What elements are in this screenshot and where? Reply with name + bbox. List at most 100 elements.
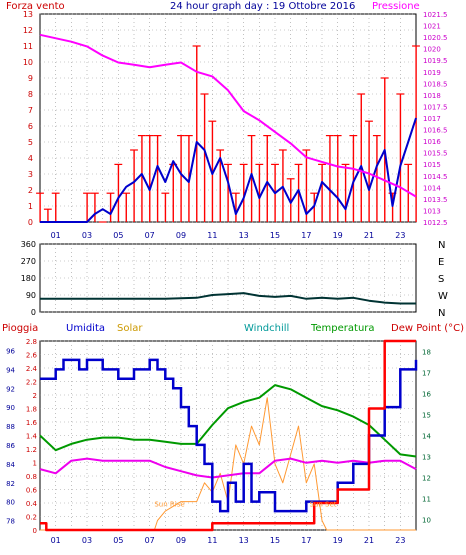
wind-bar (290, 178, 292, 222)
wind-bar (39, 193, 41, 222)
wind-bar (360, 94, 362, 222)
wind-y-tick: 11 (23, 42, 33, 51)
temp-y-tick: 13 (422, 454, 431, 462)
wind-bar (203, 94, 206, 222)
wind-bar (117, 164, 120, 222)
panel3-x-tick: 11 (207, 536, 217, 545)
wind-bar (149, 135, 151, 222)
humidity-y-tick: 96 (6, 347, 15, 355)
panel3-x-tick: 05 (113, 536, 123, 545)
panel1-x-tick: 17 (301, 231, 311, 240)
rain-y-tick: 2.4 (26, 365, 38, 373)
panel3-x-tick: 21 (364, 536, 374, 545)
wind-bar (329, 135, 331, 222)
rain-y-tick: 0 (33, 527, 37, 535)
wind-bar (376, 135, 378, 222)
panel1-x-tick: 09 (176, 231, 186, 240)
compass-tick: W (438, 291, 448, 302)
wind-bar (172, 164, 174, 222)
wind-y-tick: 13 (23, 10, 33, 19)
wind-bar (94, 193, 96, 222)
wind-bar (156, 135, 159, 222)
pressure-axis-label: Pressione (372, 1, 420, 12)
wind-bar (352, 135, 355, 222)
panel1-x-tick: 13 (239, 231, 249, 240)
pressure-y-tick: 1020 (423, 46, 441, 54)
humidity-y-tick: 84 (6, 461, 15, 469)
wind-bar (86, 193, 88, 222)
panel3-x-tick: 23 (395, 536, 405, 545)
pressure-y-tick: 1013.5 (423, 196, 448, 204)
wind-pressure-panel: 0123456789101112131012.510131013.5101410… (23, 10, 448, 240)
wind-y-tick: 1 (28, 202, 33, 211)
humidity-y-tick: 80 (6, 499, 15, 507)
pressure-y-tick: 1016.5 (423, 127, 448, 135)
title: 24 hour graph day : 19 Ottobre 2016 (170, 1, 355, 12)
temp-y-tick: 17 (422, 370, 431, 378)
panel3-x-tick: 01 (51, 536, 61, 545)
wind-y-tick: 2 (28, 186, 33, 195)
rain-y-tick: 0.2 (26, 514, 37, 522)
wind-y-tick: 5 (28, 138, 33, 147)
panel3-x-tick: 15 (270, 536, 280, 545)
wind-bar (399, 94, 402, 222)
pressure-y-tick: 1016 (423, 138, 441, 146)
humidity-y-tick: 86 (6, 442, 15, 450)
panel1-x-tick: 15 (270, 231, 280, 240)
wind-bar (227, 164, 229, 222)
rain-y-tick: 1.2 (26, 446, 37, 454)
compass-tick: N (438, 240, 445, 251)
direction-y-tick: 180 (21, 274, 36, 283)
temp-y-tick: 12 (422, 475, 431, 483)
panel3-x-tick: 19 (333, 536, 343, 545)
wind-bar (266, 135, 268, 222)
wind-bar (321, 164, 323, 222)
rain-y-tick: 0.6 (26, 487, 38, 495)
panel3-x-tick: 17 (301, 536, 311, 545)
temp-y-tick: 15 (422, 412, 431, 420)
direction-y-tick: 270 (21, 257, 36, 266)
wind-bar (368, 121, 370, 222)
rain-y-tick: 0.8 (26, 473, 37, 481)
rain-humidity-temp-panel: 0 0.2 0.4 0.6 0.8 1 1.2 1.4 1.6 1.8 2 2.2 2.4 2.6 2.8 7… (6, 338, 431, 545)
label-windchill: Windchill (244, 323, 289, 334)
wind-bar (109, 193, 112, 222)
wind-bar (407, 164, 409, 222)
wind-y-tick: 0 (28, 218, 33, 227)
wind-bar (164, 193, 167, 222)
panel1-x-tick: 19 (333, 231, 343, 240)
pressure-y-tick: 1018 (423, 92, 441, 100)
wind-bar (415, 46, 417, 222)
pressure-y-tick: 1012.5 (423, 219, 448, 227)
sun-set-annotation: Sun Set (309, 500, 336, 508)
humidity-y-tick: 94 (6, 366, 15, 374)
temp-y-tick: 16 (422, 391, 431, 399)
wind-bar (55, 193, 57, 222)
panel3-x-tick: 09 (176, 536, 186, 545)
pressure-line (39, 33, 417, 198)
rain-y-tick: 2.6 (26, 352, 38, 360)
rain-y-tick: 1.8 (26, 406, 37, 414)
pressure-y-tick: 1018.5 (423, 80, 448, 88)
humidity-y-tick: 88 (6, 423, 15, 431)
temp-y-tick: 18 (422, 349, 431, 357)
label-dew-point: Dew Point (°C) (391, 323, 464, 334)
direction-y-tick: 360 (21, 240, 36, 249)
pressure-y-tick: 1021 (423, 23, 441, 31)
wind-bar (313, 193, 315, 222)
rain-y-tick: 2.8 (26, 338, 37, 346)
wind-bar (141, 135, 143, 222)
wind-y-tick: 10 (23, 58, 33, 67)
label-solar: Solar (117, 323, 143, 334)
wind-direction-line (40, 292, 416, 305)
wind-bar (133, 150, 135, 222)
humidity-y-tick: 78 (6, 518, 15, 526)
rain-y-tick: 2.2 (26, 379, 37, 387)
wind-average-line (40, 117, 417, 223)
pressure-y-tick: 1015 (423, 161, 441, 169)
sun-rise-annotation: Sun Rise (154, 500, 184, 508)
temp-y-tick: 10 (422, 517, 431, 525)
panel1-x-tick: 07 (145, 231, 155, 240)
rain-y-tick: 1.6 (26, 419, 38, 427)
